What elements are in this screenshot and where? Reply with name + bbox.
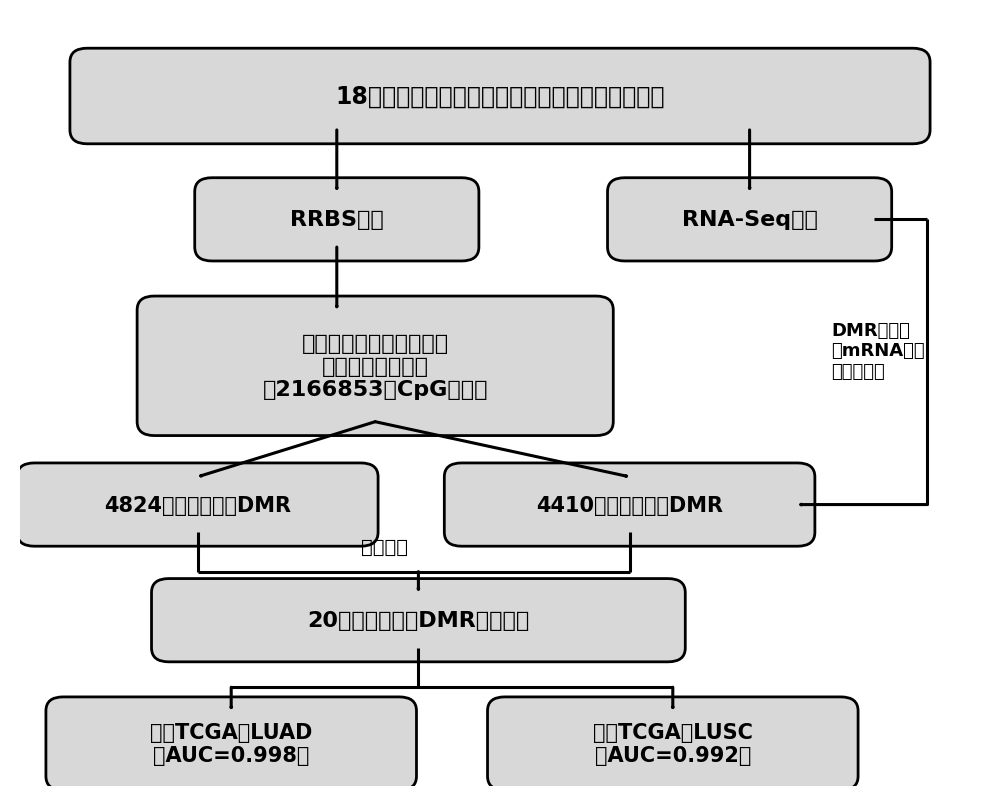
FancyBboxPatch shape — [46, 697, 416, 790]
Text: 诊断TCGA中LUAD
（AUC=0.998）: 诊断TCGA中LUAD （AUC=0.998） — [150, 722, 312, 765]
Text: DMR甲基化
和mRNA水平
显著负相关: DMR甲基化 和mRNA水平 显著负相关 — [831, 321, 925, 381]
FancyBboxPatch shape — [17, 464, 378, 546]
Text: RNA-Seq测序: RNA-Seq测序 — [682, 210, 818, 230]
Text: 4410个高甲基化的DMR: 4410个高甲基化的DMR — [536, 495, 723, 515]
FancyBboxPatch shape — [608, 179, 892, 261]
FancyBboxPatch shape — [488, 697, 858, 790]
FancyBboxPatch shape — [195, 179, 479, 261]
Text: 4824个低甲基化的DMR: 4824个低甲基化的DMR — [104, 495, 291, 515]
Text: 诊断TCGA中LUSC
（AUC=0.992）: 诊断TCGA中LUSC （AUC=0.992） — [593, 722, 753, 765]
Text: 18个非小细胞肺癌病人（肿瘤和匹配的癌旁组织）: 18个非小细胞肺癌病人（肿瘤和匹配的癌旁组织） — [335, 85, 665, 109]
Text: 建立中国肺癌人群的全基
因组的甲基化图谱
（2166853个CpG位点）: 建立中国肺癌人群的全基 因组的甲基化图谱 （2166853个CpG位点） — [262, 333, 488, 399]
Text: 20个基因（含有DMR）的指纹: 20个基因（含有DMR）的指纹 — [307, 610, 530, 630]
FancyBboxPatch shape — [70, 49, 930, 144]
Text: RRBS测序: RRBS测序 — [290, 210, 384, 230]
FancyBboxPatch shape — [444, 464, 815, 546]
FancyBboxPatch shape — [137, 297, 613, 436]
Text: 机器学习: 机器学习 — [361, 537, 408, 557]
FancyBboxPatch shape — [152, 579, 685, 662]
